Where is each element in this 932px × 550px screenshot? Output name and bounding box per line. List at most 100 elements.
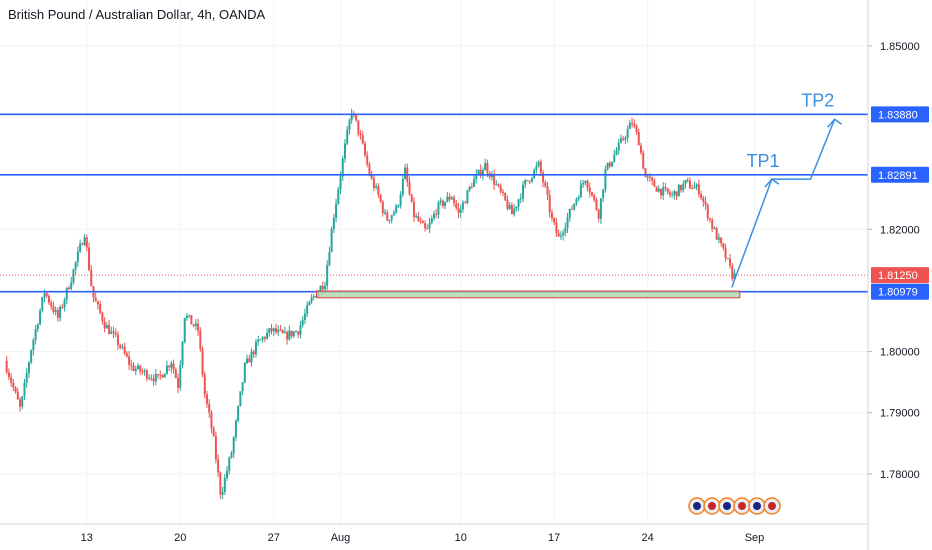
candle-body <box>248 358 251 363</box>
candle-body <box>239 391 242 406</box>
tp2-label: TP2 <box>801 90 834 110</box>
candle-body <box>390 215 393 220</box>
candle-body <box>45 293 48 296</box>
candle-body <box>702 198 705 202</box>
candle-body <box>192 324 195 326</box>
candle-body <box>30 350 33 363</box>
candle-body <box>43 293 46 298</box>
candle-body <box>105 325 108 329</box>
candle-body <box>283 331 286 334</box>
candle-body <box>693 186 696 189</box>
candle-body <box>350 113 353 121</box>
candle-body <box>684 180 687 184</box>
candle-body <box>232 437 235 454</box>
candle-body <box>27 362 30 374</box>
candle-body <box>433 213 435 219</box>
candle-body <box>303 313 306 320</box>
candle-body <box>577 197 580 199</box>
candle-body <box>116 334 119 345</box>
candle-body <box>125 353 128 357</box>
candle-body <box>384 212 387 214</box>
candle-body <box>359 133 362 136</box>
candle-body <box>185 316 188 319</box>
candle-body <box>459 209 462 213</box>
candle-body <box>279 329 282 331</box>
candle-body <box>477 169 480 175</box>
candle-body <box>290 330 293 337</box>
candle-body <box>341 158 344 177</box>
candle-body <box>194 323 197 326</box>
candle-body <box>582 182 585 185</box>
candle-body <box>635 126 638 132</box>
candle-body <box>515 206 518 209</box>
candle-body <box>121 346 124 348</box>
candle-body <box>608 162 611 167</box>
x-tick-label: 17 <box>548 532 560 544</box>
candle-body <box>148 377 151 379</box>
candle-body <box>726 258 729 260</box>
candle-body <box>490 174 493 178</box>
economic-events[interactable] <box>688 497 781 515</box>
candle-body <box>179 365 182 388</box>
candle-body <box>642 152 645 169</box>
candle-body <box>212 428 215 437</box>
candle-body <box>686 180 689 182</box>
candle-body <box>41 297 44 311</box>
candle-body <box>286 331 289 340</box>
candle-body <box>653 180 656 187</box>
candle-body <box>559 235 562 237</box>
candle-body <box>682 183 685 191</box>
candle-body <box>16 391 19 400</box>
candle-body <box>657 188 660 192</box>
candle-body <box>221 492 224 495</box>
candle-body <box>651 177 654 181</box>
candle-body <box>99 304 102 313</box>
candle-body <box>481 170 484 176</box>
candle-body <box>226 470 229 478</box>
candle-body <box>470 186 473 188</box>
candle-body <box>323 285 326 290</box>
candle-body <box>165 365 168 374</box>
candle-body <box>660 188 663 196</box>
candle-body <box>337 189 340 204</box>
candle-body <box>136 365 139 369</box>
candle-body <box>539 161 542 173</box>
candle-body <box>535 166 538 170</box>
candle-body <box>697 184 700 195</box>
candle-body <box>401 178 404 195</box>
candle-body <box>234 420 237 438</box>
candle-body <box>145 370 148 379</box>
candle-body <box>575 198 578 204</box>
price-tag <box>871 283 929 300</box>
flag-center-icon <box>753 502 761 510</box>
candle-body <box>70 282 73 289</box>
candle-body <box>493 174 496 185</box>
candle-body <box>108 325 111 334</box>
flag-center-icon <box>693 502 701 510</box>
candle-body <box>484 163 487 171</box>
candle-body <box>622 138 625 140</box>
candle-body <box>252 351 255 355</box>
flag-center-icon <box>708 502 716 510</box>
candle-body <box>61 307 64 309</box>
candle-body <box>101 312 104 322</box>
candle-body <box>495 184 498 186</box>
candle-body <box>5 360 8 373</box>
candle-body <box>96 301 99 305</box>
candle-body <box>154 374 157 382</box>
candle-body <box>143 370 146 372</box>
candle-body <box>372 178 375 188</box>
candle-body <box>346 129 349 144</box>
candle-body <box>90 269 93 287</box>
candle-body <box>205 394 208 404</box>
candle-body <box>79 243 82 252</box>
candle-body <box>301 319 304 326</box>
candle-body <box>50 302 53 307</box>
candle-body <box>23 382 26 397</box>
candle-body <box>150 377 153 379</box>
candle-body <box>297 331 300 335</box>
candle-body <box>161 375 164 378</box>
candle-body <box>190 315 193 325</box>
